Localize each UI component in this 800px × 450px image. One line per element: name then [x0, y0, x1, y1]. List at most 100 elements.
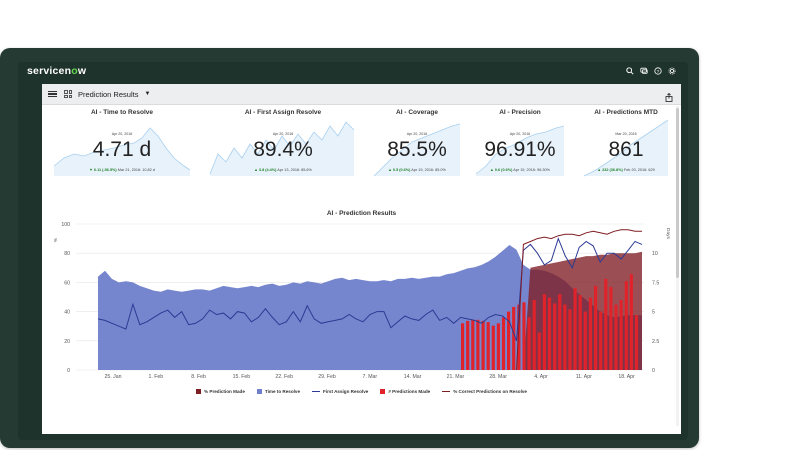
chart-title: AI - Prediction Results — [326, 210, 397, 217]
legend-label: First Assign Resolve — [323, 389, 369, 394]
kpi-sparkline — [53, 127, 191, 176]
dashboard-screen: Prediction Results ▼ AI - Time to Resolv… — [42, 84, 681, 434]
prediction-results-chart[interactable]: 0 20 40 60 80 100 0 2.5 5 7.5 10% Days 25. Jan 1. Feb… — [42, 218, 681, 388]
x-tick-label: 29. Feb — [318, 374, 336, 380]
bar-predictions-made — [578, 295, 582, 370]
kpi-delta: ▼ 6.11 (-56.5%) Mar 21, 2016: 10.82 d — [52, 168, 192, 172]
bar-predictions-made — [619, 299, 623, 370]
legend-label: % Correct Predictions on Resolve — [453, 389, 527, 394]
chat-icon[interactable] — [639, 67, 648, 76]
kpi-precision[interactable]: AI - Precision Apr 20, 2016 96.91% ▲ 0.6… — [474, 106, 566, 196]
legend-item[interactable]: % Prediction Made — [196, 389, 245, 394]
legend-swatch — [312, 390, 321, 393]
kpi-title: AI - Coverage — [396, 109, 438, 116]
y-right-tick-label: 10 — [652, 251, 658, 257]
bar-predictions-made — [588, 297, 593, 370]
top-navigation-bar: servicenow ? — [20, 60, 686, 82]
kpi-delta: ▲ 0.6 (0.6%) Apr 19, 2016: 96.30% — [474, 168, 566, 172]
kpi-delta: ▲ 232 (36.8%) Feb 20, 2016: 629 — [582, 168, 670, 172]
top-icons: ? — [625, 67, 676, 76]
help-icon[interactable]: ? — [653, 67, 662, 76]
servicenow-logo[interactable]: servicenow — [27, 65, 86, 77]
kpi-reference: Apr 13, 2016: 85.6% — [277, 168, 312, 172]
series-area-prediction-made — [523, 251, 642, 370]
kpi-reference: Apr 19, 2016: 96.30% — [513, 168, 550, 172]
bar-predictions-made — [624, 281, 628, 370]
kpi-sparkline — [209, 121, 355, 176]
bar-predictions-made — [532, 299, 536, 370]
dashboard-dropdown-caret-icon[interactable]: ▼ — [144, 91, 151, 97]
y-right-axis-label: Days — [665, 228, 671, 240]
gear-icon[interactable] — [667, 67, 676, 76]
bar-predictions-made — [501, 317, 506, 370]
bar-predictions-made — [517, 304, 521, 370]
bar-predictions-made — [573, 288, 577, 370]
kpi-reference: Mar 21, 2016: 10.82 d — [117, 168, 155, 172]
kpi-time-to-resolve[interactable]: AI - Time to Resolve Apr 20, 2016 4.71 d… — [52, 106, 192, 196]
svg-text:?: ? — [656, 69, 659, 75]
logo-text-o: o — [71, 65, 78, 77]
x-tick-label: 4. Apr — [534, 374, 548, 380]
chart-legend: % Prediction Made Time to Resolve First As… — [42, 389, 681, 394]
logo-text-prefix: servicen — [27, 65, 72, 77]
series-line-first-assign-resolve — [97, 237, 643, 341]
kpi-title: AI - Time to Resolve — [90, 109, 153, 116]
kpi-sparkline — [475, 125, 565, 176]
kpi-date: Apr 20, 2016 — [272, 132, 294, 136]
legend-item[interactable]: # Predictions Made — [380, 389, 430, 394]
kpi-delta: ▲ 3.8 (4.4%) Apr 13, 2016: 85.6% — [208, 168, 358, 172]
menu-icon[interactable] — [48, 90, 57, 98]
kpi-first-assign-resolve[interactable]: AI - First Assign Resolve Apr 20, 2016 8… — [208, 106, 358, 196]
legend-item[interactable]: % Correct Predictions on Resolve — [442, 389, 527, 394]
kpi-coverage[interactable]: AI - Coverage Apr 20, 2016 85.5% ▲ 0.5 (… — [372, 106, 462, 196]
kpi-reference: Apr 19, 2016: 85.0% — [411, 168, 446, 172]
bar-predictions-made — [547, 297, 552, 370]
y-right-tick-label: 5 — [652, 310, 655, 316]
x-tick-label: 18. Apr — [618, 374, 635, 380]
x-tick-label: 8. Feb — [191, 374, 206, 380]
bar-predictions-made — [609, 287, 613, 370]
y-left-axis-label: % — [52, 238, 58, 243]
series-area-time-to-resolve — [98, 245, 642, 370]
bar-predictions-made — [568, 309, 572, 370]
search-icon[interactable] — [625, 67, 634, 76]
y-left-tick-label: 60 — [64, 280, 70, 286]
legend-item[interactable]: Time to Resolve — [256, 389, 300, 394]
bar-predictions-made — [486, 322, 490, 370]
bar-predictions-made — [507, 311, 511, 370]
kpi-predictions-mtd[interactable]: AI - Predictions MTD Mar 20, 2016 861 ▲ … — [582, 106, 670, 196]
kpi-value: 861 — [608, 138, 644, 161]
logo-text-suffix: w — [77, 65, 87, 77]
y-left-tick-label: 0 — [67, 368, 70, 374]
x-tick-label: 28. Mar — [489, 374, 507, 380]
scrollbar-thumb[interactable] — [676, 108, 679, 278]
kpi-delta-value: 0.6 (0.6%) — [494, 168, 513, 172]
bar-predictions-made — [461, 323, 465, 370]
bar-predictions-made — [471, 319, 475, 370]
kpi-delta-value: 0.5 (0.6%) — [392, 168, 411, 172]
bar-predictions-made — [512, 306, 516, 370]
dashboard-title[interactable]: Prediction Results — [78, 89, 139, 99]
kpi-title: AI - Predictions MTD — [594, 109, 658, 116]
x-tick-label: 21. Mar — [447, 374, 465, 380]
legend-item[interactable]: First Assign Resolve — [312, 389, 368, 394]
bar-predictions-made — [476, 319, 480, 370]
kpi-sparkline — [373, 123, 461, 177]
y-left-tick-label: 20 — [64, 339, 70, 345]
bar-predictions-made — [522, 302, 526, 370]
delta-up-arrow-icon: ▲ — [597, 168, 602, 172]
kpi-value: 96.91% — [484, 138, 556, 161]
bar-predictions-made — [614, 304, 618, 370]
bar-predictions-made — [491, 325, 495, 370]
legend-swatch — [196, 389, 202, 394]
kpi-delta-value: 232 (36.8%) — [602, 168, 623, 172]
bar-predictions-made — [558, 294, 562, 370]
dashboard-grid-icon[interactable] — [64, 90, 72, 98]
kpi-delta-value: 6.11 (-56.5%) — [93, 168, 117, 172]
share-icon[interactable] — [665, 89, 673, 107]
bar-predictions-made — [496, 323, 500, 370]
legend-swatch — [256, 389, 262, 394]
bar-predictions-made — [542, 294, 546, 370]
legend-swatch — [380, 389, 386, 394]
kpi-delta-value: 3.8 (4.4%) — [258, 168, 277, 172]
